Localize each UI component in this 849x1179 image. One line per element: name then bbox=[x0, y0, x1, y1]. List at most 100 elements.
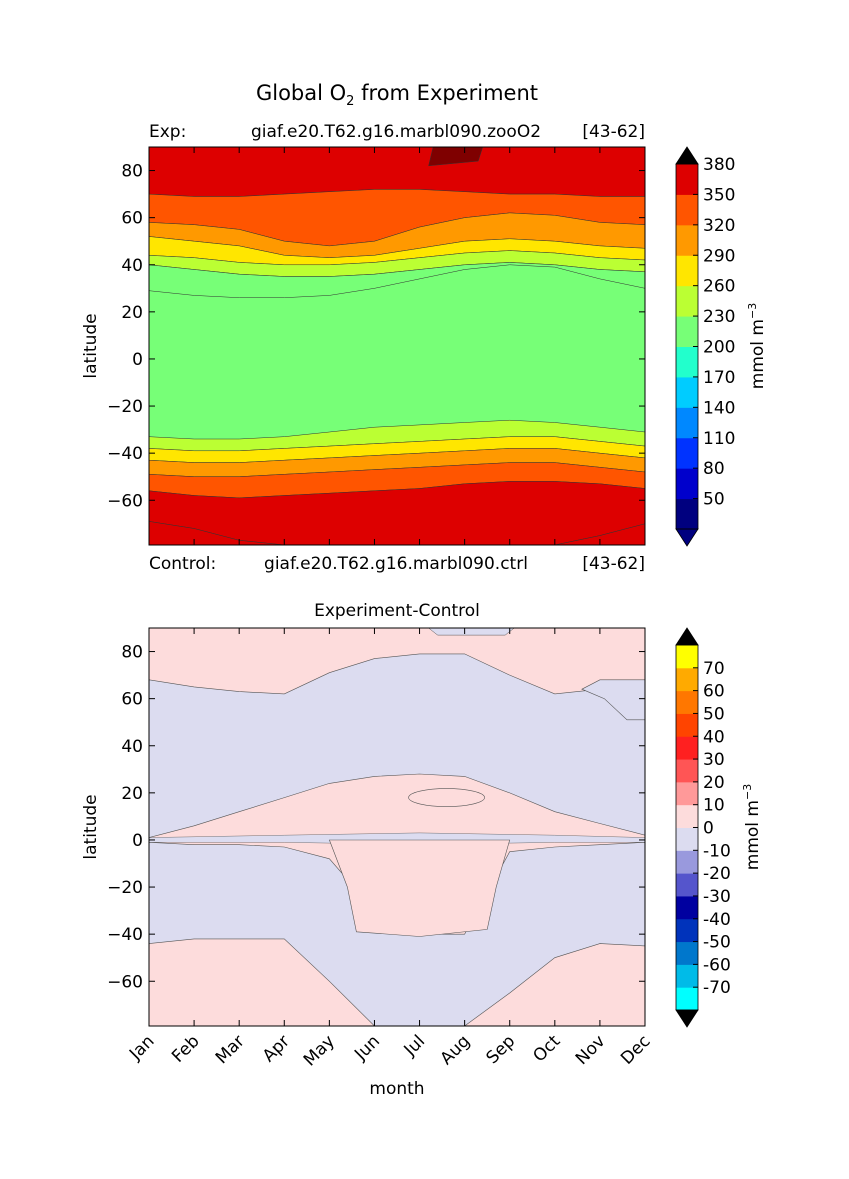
month-label: Mar bbox=[212, 1031, 249, 1068]
bottom-colorbar-label: mmol m−3 bbox=[741, 784, 763, 870]
bottom-ytick-label: −20 bbox=[107, 878, 143, 898]
top-colorbar-swatch bbox=[676, 255, 698, 287]
bottom-ytick-label: 60 bbox=[121, 690, 143, 710]
bottom-colorbar-tick-label: 50 bbox=[703, 704, 725, 724]
band-north-350 bbox=[149, 147, 645, 197]
exp-label: Exp: bbox=[149, 122, 186, 142]
bottom-colorbar-tick-label: 30 bbox=[703, 750, 725, 770]
bottom-colorbar-tick-label: -60 bbox=[703, 955, 731, 975]
month-label: Jan bbox=[125, 1031, 158, 1064]
top-colorbar-tick-label: 170 bbox=[703, 368, 735, 388]
diff-negative-equator bbox=[149, 832, 645, 845]
bottom-ytick-label: −40 bbox=[107, 925, 143, 945]
bottom-colorbar-swatch bbox=[676, 713, 698, 737]
band-south-4 bbox=[149, 481, 645, 545]
band-south-350 bbox=[149, 521, 645, 545]
bottom-colorbar-swatch bbox=[676, 781, 698, 806]
top-colorbar-swatch bbox=[676, 437, 698, 469]
top-ytick-label: 20 bbox=[121, 303, 143, 323]
control-label: Control: bbox=[149, 554, 216, 574]
bottom-ytick-label: 80 bbox=[121, 643, 143, 663]
bottom-colorbar-tick-label: 60 bbox=[703, 682, 725, 702]
bottom-colorbar-tick-label: 40 bbox=[703, 727, 725, 747]
month-label: Jun bbox=[350, 1031, 384, 1065]
bottom-colorbar-tick-label: 70 bbox=[703, 659, 725, 679]
diff-negative-nov-dec bbox=[581, 679, 645, 721]
top-ytick-label: 60 bbox=[121, 209, 143, 229]
top-ytick-label: −20 bbox=[107, 397, 143, 417]
bottom-colorbar-tick-label: -50 bbox=[703, 933, 731, 953]
diff-negative-north bbox=[149, 653, 645, 838]
top-colorbar-swatch bbox=[676, 346, 698, 378]
top-colorbar-tick-label: 80 bbox=[703, 459, 725, 479]
top-colorbar-tick-label: 260 bbox=[703, 277, 735, 297]
bottom-colorbar-swatch bbox=[676, 964, 698, 988]
top-ytick-label: 80 bbox=[121, 162, 143, 182]
diff-positive-island bbox=[408, 788, 485, 807]
diff-negative-top bbox=[428, 628, 515, 636]
top-colorbar: 50 80 110 140 170 200 230 260 290 320 350 380 bbox=[675, 146, 735, 547]
top-colorbar-swatch bbox=[676, 407, 698, 439]
top-colorbar-swatch bbox=[676, 285, 698, 317]
control-years: [43-62] bbox=[582, 554, 645, 574]
top-colorbar-tick-label: 290 bbox=[703, 246, 735, 266]
top-colorbar-label: mmol m−3 bbox=[746, 303, 768, 389]
bottom-colorbar-swatch bbox=[676, 667, 698, 692]
bottom-colorbar-swatch bbox=[676, 918, 698, 943]
month-label: Feb bbox=[168, 1031, 203, 1066]
month-label: Jul bbox=[400, 1031, 429, 1060]
bottom-ytick-label: 20 bbox=[121, 784, 143, 804]
top-colorbar-tick-label: 200 bbox=[703, 338, 735, 358]
bottom-colorbar-swatch bbox=[676, 873, 698, 897]
month-label: May bbox=[300, 1031, 339, 1070]
bottom-colorbar-extend-min bbox=[675, 1009, 699, 1028]
top-ytick-label: −60 bbox=[107, 491, 143, 511]
bottom-title: Experiment-Control bbox=[314, 601, 480, 621]
bottom-colorbar-swatch bbox=[676, 941, 698, 965]
control-name: giaf.e20.T62.g16.marbl090.ctrl bbox=[264, 554, 528, 574]
chart-title: Global O2 from Experiment bbox=[256, 81, 538, 109]
bottom-colorbar-tick-label: 10 bbox=[703, 796, 725, 816]
bottom-colorbar-swatch bbox=[676, 736, 698, 760]
bottom-colorbar-tick-label: -70 bbox=[703, 978, 731, 998]
bottom-colorbar-swatch bbox=[676, 850, 698, 874]
top-colorbar-swatch bbox=[676, 164, 698, 195]
top-colorbar-extend-max bbox=[675, 146, 699, 165]
bottom-colorbar-extend-max bbox=[675, 627, 699, 646]
band-max-patch bbox=[428, 147, 483, 167]
top-colorbar-tick-label: 230 bbox=[703, 307, 735, 327]
top-contour-plot bbox=[149, 147, 645, 545]
exp-years: [43-62] bbox=[582, 122, 645, 142]
diff-positive-tongue bbox=[328, 839, 511, 937]
top-colorbar-tick-label: 350 bbox=[703, 185, 735, 205]
bottom-colorbar-swatch bbox=[676, 759, 698, 783]
top-ylabel: latitude bbox=[81, 313, 101, 378]
bottom-colorbar-tick-label: -30 bbox=[703, 887, 731, 907]
bottom-colorbar-swatch bbox=[676, 827, 698, 851]
month-label: Dec bbox=[617, 1031, 654, 1068]
top-ytick-label: 40 bbox=[121, 256, 143, 276]
top-colorbar-tick-label: 320 bbox=[703, 216, 735, 236]
top-colorbar-extend-min bbox=[675, 528, 699, 547]
bottom-ylabel: latitude bbox=[81, 794, 101, 859]
top-colorbar-tick-label: 50 bbox=[703, 490, 725, 510]
top-colorbar-swatch bbox=[676, 194, 698, 226]
month-label: Oct bbox=[529, 1031, 564, 1066]
top-y-axis: 80 60 40 20 0 −20 −40 −60 bbox=[107, 147, 646, 545]
top-plot-frame bbox=[148, 146, 646, 546]
band-north-4 bbox=[149, 262, 645, 298]
bottom-colorbar-swatch bbox=[676, 804, 698, 828]
top-colorbar-swatch bbox=[676, 468, 698, 500]
top-colorbar-tick-label: 140 bbox=[703, 398, 735, 418]
bottom-colorbar-swatch bbox=[676, 987, 698, 1011]
bottom-colorbar-swatch bbox=[676, 690, 698, 714]
top-colorbar-swatch bbox=[676, 316, 698, 347]
bottom-xlabel: month bbox=[369, 1079, 424, 1099]
month-label: Nov bbox=[572, 1031, 610, 1069]
exp-name: giaf.e20.T62.g16.marbl090.zooO2 bbox=[251, 122, 541, 142]
top-colorbar-tick-label: 380 bbox=[703, 155, 735, 175]
bottom-colorbar-tick-label: 0 bbox=[703, 819, 714, 839]
bottom-ytick-label: −60 bbox=[107, 972, 143, 992]
